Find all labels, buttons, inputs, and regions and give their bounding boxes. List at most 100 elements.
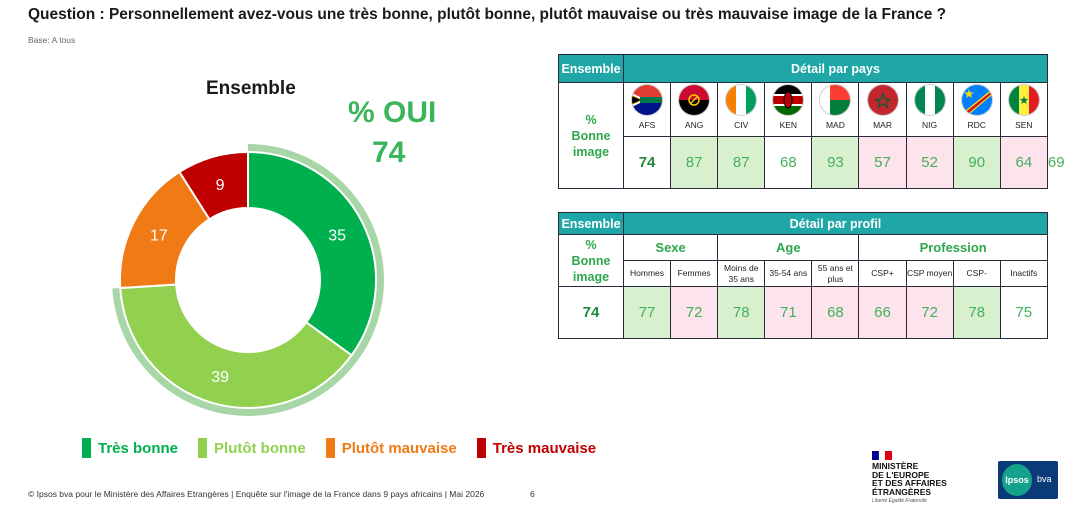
chart-legend: Très bonne Plutôt bonne Plutôt mauvaise … — [82, 438, 616, 458]
country-code: KEN — [779, 120, 798, 130]
question-title: Question : Personnellement avez-vous une… — [28, 6, 947, 23]
oui-label: % OUI — [348, 96, 437, 129]
legend-item-plutot-mauvaise: Plutôt mauvaise — [325, 438, 457, 458]
oui-value: 74 — [372, 136, 406, 169]
legend-swatch — [325, 438, 335, 458]
profile-column-header: Inactifs — [999, 260, 1048, 287]
country-value-nig: 90 — [952, 136, 1001, 189]
slice-value-label: 39 — [211, 369, 229, 386]
profile-value: 75 — [999, 286, 1048, 339]
country-header-mar: MAR — [859, 85, 905, 134]
country-code: CIV — [734, 120, 749, 130]
chart-title: Ensemble — [206, 78, 296, 99]
profile-column-header: 55 ans et plus — [811, 260, 860, 287]
country-header-rdc: RDC — [954, 85, 1000, 134]
legend-label: Très mauvaise — [492, 439, 597, 457]
country-header-nig: NIG — [907, 85, 953, 134]
ministry-devise: Liberté Égalité Fraternité — [872, 498, 927, 504]
kenya-flag-icon — [773, 85, 804, 115]
group-age: Age — [717, 234, 860, 261]
profile-column-header: CSP+ — [858, 260, 907, 287]
country-code: RDC — [967, 120, 986, 130]
ensemble-value: 74 — [558, 286, 624, 339]
country-values-row: 74 87 87 68 93 57 52 90 64 69 — [559, 136, 1065, 189]
slice-value-label: 17 — [150, 228, 168, 245]
donut-slice-3 — [178, 150, 249, 221]
country-code: MAR — [873, 120, 892, 130]
country-code: MAD — [825, 120, 845, 130]
donut-slice-1 — [119, 283, 353, 409]
legend-label: Plutôt bonne — [214, 439, 306, 457]
country-value-civ: 68 — [764, 136, 813, 189]
base-note: Base: A tous — [28, 35, 76, 45]
country-header-sen: SEN — [1001, 85, 1047, 134]
country-code: ANG — [684, 120, 704, 130]
madagascar-flag-icon — [820, 85, 851, 115]
legend-label: Très bonne — [98, 439, 179, 457]
row-label: % Bonne image — [558, 82, 624, 189]
page-number: 6 — [530, 489, 535, 499]
group-profession: Profession — [858, 234, 1048, 261]
country-value-ken: 93 — [811, 136, 860, 189]
profile-value: 72 — [670, 286, 719, 339]
profile-column-header: CSP- — [952, 260, 1001, 287]
legend-swatch — [82, 438, 91, 458]
legend-swatch — [198, 438, 208, 458]
country-value-afs: 87 — [670, 136, 719, 189]
south-africa-flag-icon — [632, 85, 663, 115]
profile-column-header: 35-54 ans — [764, 260, 813, 287]
legend-label: Plutôt mauvaise — [341, 439, 457, 457]
marianne-logo-icon — [872, 451, 892, 460]
profile-column-header: Moins de 35 ans — [717, 260, 766, 287]
drc-flag-icon — [961, 85, 992, 115]
profile-column-header: CSP moyen — [905, 260, 954, 287]
legend-item-tres-bonne: Très bonne — [82, 438, 178, 458]
profile-value: 78 — [952, 286, 1001, 339]
profile-column-header: Hommes — [622, 260, 672, 287]
detail-pays-header: Détail par pays — [623, 54, 1048, 83]
cote-divoire-flag-icon — [726, 85, 757, 115]
country-code: SEN — [1015, 120, 1033, 130]
ministry-logo-text: MINISTÈRE DE L'EUROPE ET DES AFFAIRES ÉTRAN… — [872, 461, 947, 497]
donut-chart: 35 39 17 9 — [112, 144, 384, 416]
country-code: AFS — [638, 120, 656, 130]
ensemble-header: Ensemble — [558, 212, 624, 235]
nigeria-flag-icon — [914, 85, 945, 115]
ipsos-badge: Ipsos — [1002, 464, 1032, 496]
country-value-rdc: 64 — [999, 136, 1048, 189]
country-value-mar: 52 — [905, 136, 954, 189]
row-label: % Bonne image — [558, 234, 624, 287]
angola-flag-icon — [679, 85, 710, 115]
country-header-mad: MAD — [812, 85, 858, 134]
senegal-flag-icon — [1008, 85, 1039, 115]
profile-value: 68 — [811, 286, 860, 339]
legend-swatch — [476, 438, 486, 458]
slice-value-label: 35 — [328, 228, 346, 245]
morocco-flag-icon — [867, 85, 898, 115]
profile-column-header: Femmes — [670, 260, 719, 287]
country-header-ang: ANG — [671, 85, 717, 134]
profile-value: 66 — [858, 286, 907, 339]
profile-columns-row: Hommes Femmes Moins de 35 ans 35-54 ans 55 a… — [559, 260, 1048, 287]
country-value-ang: 87 — [717, 136, 766, 189]
donut-slice-0 — [247, 150, 377, 357]
profile-values-row: 74 77 72 78 71 68 66 72 78 75 — [558, 286, 1048, 339]
profile-value: 78 — [717, 286, 766, 339]
footer-note: © Ipsos bva pour le Ministère des Affair… — [28, 489, 485, 499]
profile-table: Ensemble Détail par profil % Bonne image… — [558, 212, 1048, 339]
detail-profil-header: Détail par profil — [623, 212, 1048, 235]
legend-item-tres-mauvaise: Très mauvaise — [476, 438, 597, 458]
country-header-civ: CIV — [718, 85, 764, 134]
country-header-afs: AFS — [624, 85, 670, 134]
ensemble-header: Ensemble — [558, 54, 624, 83]
country-value-mad: 57 — [858, 136, 907, 189]
profile-value: 71 — [764, 286, 813, 339]
ensemble-value: 74 — [622, 136, 672, 189]
country-header-ken: KEN — [765, 85, 811, 134]
slice-value-label: 9 — [216, 177, 225, 194]
country-table: Ensemble Détail par pays % Bonne image A… — [558, 54, 1065, 189]
ipsos-suffix: bva — [1037, 474, 1052, 484]
legend-item-plutot-bonne: Plutôt bonne — [198, 438, 306, 458]
group-sexe: Sexe — [622, 234, 719, 261]
profile-value: 72 — [905, 286, 954, 339]
